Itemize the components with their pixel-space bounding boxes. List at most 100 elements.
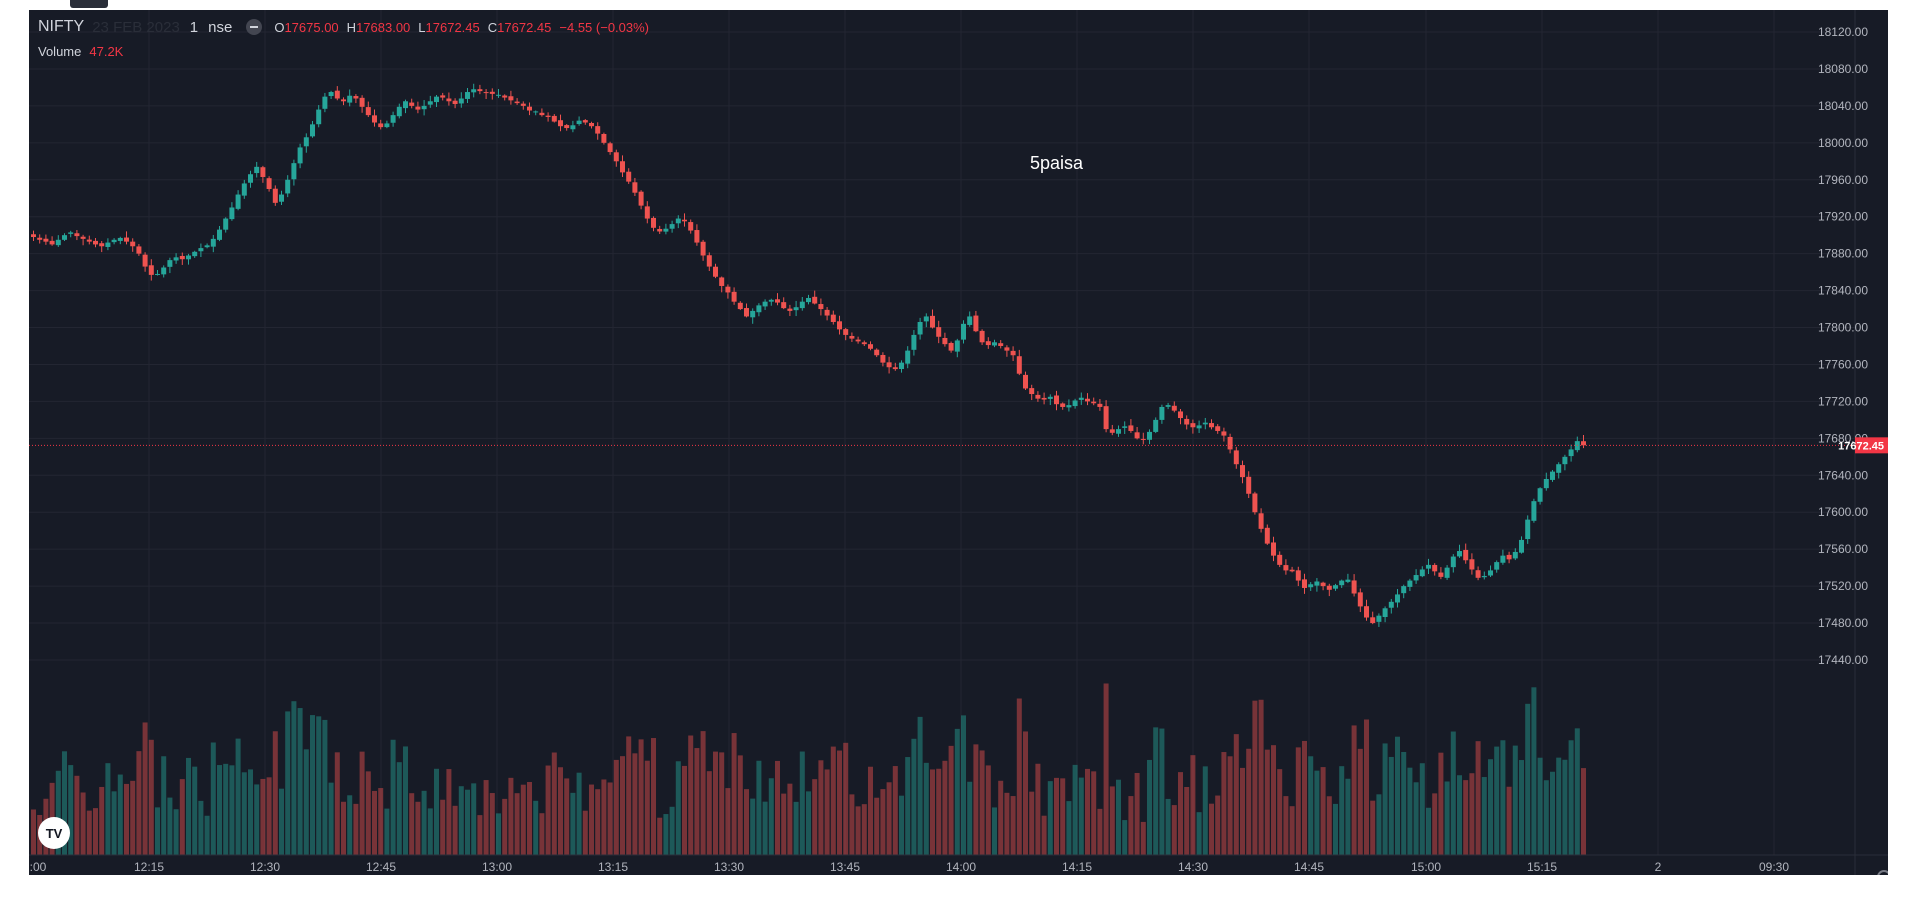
- grid-lines: [29, 10, 1855, 855]
- volume-legend: Volume 47.2K: [38, 44, 123, 59]
- volume-bar: [824, 769, 830, 855]
- candle-body: [843, 329, 849, 335]
- minus-circle-icon[interactable]: [246, 19, 263, 35]
- candle-body: [31, 234, 36, 238]
- candle-body: [285, 179, 291, 194]
- candle-body: [62, 235, 67, 240]
- volume-bar: [954, 728, 960, 855]
- candle-body: [117, 237, 123, 241]
- candle-body: [1388, 601, 1394, 608]
- volume-bar: [130, 780, 136, 855]
- candle-body: [1426, 564, 1431, 569]
- volume-bars: [31, 683, 1586, 855]
- candle-body: [1475, 570, 1481, 578]
- volume-bar: [632, 753, 638, 855]
- volume-bar: [942, 760, 948, 855]
- volume-bar: [731, 733, 737, 855]
- candle-body: [539, 112, 545, 116]
- volume-bar: [1134, 772, 1140, 855]
- price-tick-label: 17960.00: [1818, 173, 1868, 187]
- chart-area[interactable]: 18120.00 18080.00 18040.00 18000.00 17960.00…: [29, 10, 1888, 875]
- volume-bar: [880, 789, 886, 855]
- candle-body: [1413, 575, 1419, 581]
- candle-body: [973, 315, 979, 332]
- time-tick-label: 14:00: [946, 860, 976, 874]
- candle-body: [99, 243, 105, 247]
- top-toolbar-tab[interactable]: [70, 0, 108, 8]
- candle-body: [545, 115, 551, 117]
- candle-body: [1364, 606, 1369, 618]
- candle-body: [719, 277, 725, 286]
- candle-body: [37, 237, 43, 240]
- candle-body: [1147, 431, 1152, 440]
- time-tick-label: 13:15: [598, 860, 628, 874]
- volume-bar: [1016, 698, 1022, 855]
- candlestick-chart[interactable]: 18120.00 18080.00 18040.00 18000.00 17960.00…: [29, 10, 1888, 875]
- candle-body: [1128, 425, 1134, 431]
- time-tick-label: 09:30: [1759, 860, 1789, 874]
- candle-body: [1277, 554, 1283, 565]
- candle-body: [489, 91, 495, 94]
- volume-bar: [465, 789, 470, 855]
- candle-body: [1035, 394, 1041, 399]
- volume-bar: [1047, 781, 1053, 855]
- volume-bar: [322, 719, 328, 855]
- volume-bar: [1568, 740, 1574, 855]
- candle-body: [155, 273, 160, 275]
- volume-bar: [985, 765, 991, 855]
- candle-body: [248, 174, 253, 183]
- volume-bar: [539, 813, 545, 855]
- volume-bar: [1401, 751, 1407, 855]
- candle-body: [620, 161, 625, 173]
- candle-body: [1085, 398, 1090, 402]
- candle-body: [328, 92, 334, 97]
- symbol-name[interactable]: NIFTY: [38, 18, 85, 35]
- candle-body: [303, 137, 309, 147]
- volume-bar: [961, 715, 966, 855]
- volume-bar: [1066, 801, 1072, 855]
- candle-body: [1314, 581, 1320, 586]
- volume-bar: [1562, 759, 1568, 855]
- volume-bar: [62, 751, 67, 855]
- volume-bar: [601, 779, 607, 855]
- volume-bar: [768, 778, 774, 855]
- volume-bar: [1091, 771, 1097, 855]
- candle-body: [1041, 397, 1047, 400]
- high-value: 17683.00: [356, 19, 411, 35]
- candle-body: [582, 120, 588, 123]
- volume-bar: [930, 769, 935, 855]
- volume-bar: [1364, 719, 1369, 855]
- candle-body: [142, 254, 148, 267]
- tradingview-logo-icon[interactable]: TV: [38, 817, 70, 849]
- candle-body: [1562, 456, 1568, 465]
- symbol-legend: NIFTY 23 FEB 2023 1 nse O 17675.00 H 17683…: [38, 18, 649, 36]
- time-tick-label: :00: [30, 860, 47, 874]
- volume-bar: [1054, 777, 1059, 855]
- candle-body: [1519, 539, 1524, 553]
- candle-body: [1209, 423, 1214, 428]
- candle-body: [235, 194, 241, 209]
- candle-body: [1060, 403, 1066, 407]
- candle-body: [861, 342, 867, 345]
- volume-bar: [1512, 745, 1518, 855]
- candle-body: [1134, 432, 1140, 439]
- volume-bar: [1500, 740, 1506, 855]
- candle-body: [179, 255, 185, 260]
- price-tick-label: 18000.00: [1818, 136, 1868, 150]
- price-tick-label: 17520.00: [1818, 579, 1868, 593]
- volume-bar: [266, 777, 272, 855]
- candle-body: [1568, 449, 1574, 457]
- candle-body: [465, 92, 470, 99]
- volume-bar: [117, 774, 123, 855]
- volume-bar: [396, 762, 402, 855]
- candle-body: [899, 362, 904, 370]
- interval-label[interactable]: 1: [189, 18, 199, 36]
- candle-body: [161, 267, 167, 275]
- volume-bar: [254, 784, 260, 855]
- candle-body: [1140, 438, 1146, 440]
- gear-icon[interactable]: [1877, 870, 1888, 875]
- candle-body: [192, 251, 198, 257]
- volume-bar: [1339, 766, 1345, 855]
- close-value: 17672.45: [497, 19, 552, 35]
- volume-bar: [849, 794, 855, 855]
